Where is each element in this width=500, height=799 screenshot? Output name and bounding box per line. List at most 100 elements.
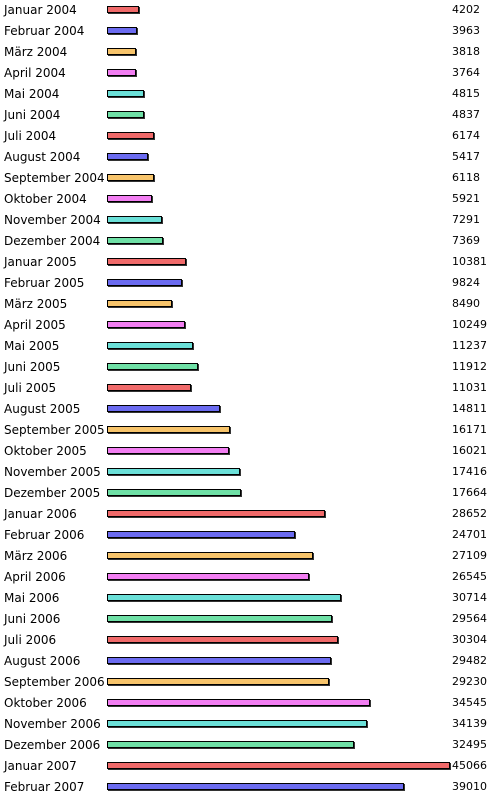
value-label: 34139	[452, 717, 487, 730]
bar	[107, 531, 295, 538]
category-label: März 2004	[4, 45, 68, 59]
value-label: 3963	[452, 24, 480, 37]
value-label: 10381	[452, 255, 487, 268]
value-label: 4837	[452, 108, 480, 121]
category-label: Februar 2006	[4, 528, 85, 542]
category-label: Dezember 2004	[4, 234, 101, 248]
bar	[107, 468, 240, 475]
category-label: März 2006	[4, 549, 68, 563]
bar	[107, 636, 338, 643]
bar-row: April 2006 26545	[0, 568, 500, 589]
category-label: Januar 2006	[4, 507, 77, 521]
bar	[107, 699, 370, 706]
category-label: Juni 2005	[4, 360, 61, 374]
bar-row: Dezember 2005 17664	[0, 484, 500, 505]
value-label: 27109	[452, 549, 487, 562]
bar-row: Oktober 2004 5921	[0, 190, 500, 211]
category-label: Oktober 2005	[4, 444, 87, 458]
category-label: Juli 2005	[4, 381, 57, 395]
category-label: Dezember 2006	[4, 738, 101, 752]
value-label: 4815	[452, 87, 480, 100]
bar-row: März 2004 3818	[0, 43, 500, 64]
bar	[107, 678, 329, 685]
value-label: 14811	[452, 402, 487, 415]
bar	[107, 27, 137, 34]
category-label: August 2005	[4, 402, 81, 416]
value-label: 3818	[452, 45, 480, 58]
bar-row: März 2005 8490	[0, 295, 500, 316]
value-label: 34545	[452, 696, 487, 709]
value-label: 32495	[452, 738, 487, 751]
category-label: Oktober 2004	[4, 192, 87, 206]
value-label: 7369	[452, 234, 480, 247]
value-label: 3764	[452, 66, 480, 79]
value-label: 10249	[452, 318, 487, 331]
value-label: 7291	[452, 213, 480, 226]
bar-row: November 2004 7291	[0, 211, 500, 232]
value-label: 6118	[452, 171, 480, 184]
bar-row: Oktober 2006 34545	[0, 694, 500, 715]
bar	[107, 426, 230, 433]
value-label: 30714	[452, 591, 487, 604]
bar-row: Juni 2004 4837	[0, 106, 500, 127]
value-label: 26545	[452, 570, 487, 583]
bar	[107, 363, 198, 370]
bar	[107, 489, 241, 496]
bar-row: Februar 2004 3963	[0, 22, 500, 43]
bar-row: August 2006 29482	[0, 652, 500, 673]
category-label: Juni 2004	[4, 108, 61, 122]
bar-row: Januar 2007 45066	[0, 757, 500, 778]
value-label: 39010	[452, 780, 487, 793]
value-label: 16021	[452, 444, 487, 457]
bar	[107, 594, 341, 601]
category-label: Oktober 2006	[4, 696, 87, 710]
value-label: 30304	[452, 633, 487, 646]
bar	[107, 321, 185, 328]
bar-row: November 2005 17416	[0, 463, 500, 484]
category-label: Mai 2006	[4, 591, 60, 605]
bar-row: Mai 2004 4815	[0, 85, 500, 106]
category-label: Januar 2007	[4, 759, 77, 773]
bar	[107, 342, 193, 349]
bar-row: Januar 2004 4202	[0, 1, 500, 22]
bar-row: Juni 2005 11912	[0, 358, 500, 379]
category-label: April 2004	[4, 66, 66, 80]
bar-row: Januar 2005 10381	[0, 253, 500, 274]
bar	[107, 153, 148, 160]
bar	[107, 447, 229, 454]
bar	[107, 615, 332, 622]
value-label: 11031	[452, 381, 487, 394]
category-label: November 2006	[4, 717, 101, 731]
value-label: 5417	[452, 150, 480, 163]
category-label: August 2004	[4, 150, 81, 164]
value-label: 29482	[452, 654, 487, 667]
bar	[107, 783, 404, 790]
bar-row: November 2006 34139	[0, 715, 500, 736]
bar-row: August 2004 5417	[0, 148, 500, 169]
bar	[107, 237, 163, 244]
bar-row: Dezember 2006 32495	[0, 736, 500, 757]
bar-row: Juli 2006 30304	[0, 631, 500, 652]
category-label: Februar 2005	[4, 276, 85, 290]
value-label: 16171	[452, 423, 487, 436]
value-label: 8490	[452, 297, 480, 310]
bar	[107, 300, 172, 307]
bar-row: Februar 2007 39010	[0, 778, 500, 799]
bar	[107, 573, 309, 580]
bar	[107, 195, 152, 202]
value-label: 6174	[452, 129, 480, 142]
category-label: September 2004	[4, 171, 105, 185]
category-label: März 2005	[4, 297, 68, 311]
bar-row: Juli 2004 6174	[0, 127, 500, 148]
bar	[107, 720, 367, 727]
bar	[107, 741, 354, 748]
category-label: Dezember 2005	[4, 486, 101, 500]
bar-row: Mai 2005 11237	[0, 337, 500, 358]
value-label: 9824	[452, 276, 480, 289]
bar-row: April 2004 3764	[0, 64, 500, 85]
bar	[107, 216, 162, 223]
value-label: 29230	[452, 675, 487, 688]
category-label: Mai 2005	[4, 339, 60, 353]
bar-row: Januar 2006 28652	[0, 505, 500, 526]
category-label: Februar 2007	[4, 780, 85, 794]
